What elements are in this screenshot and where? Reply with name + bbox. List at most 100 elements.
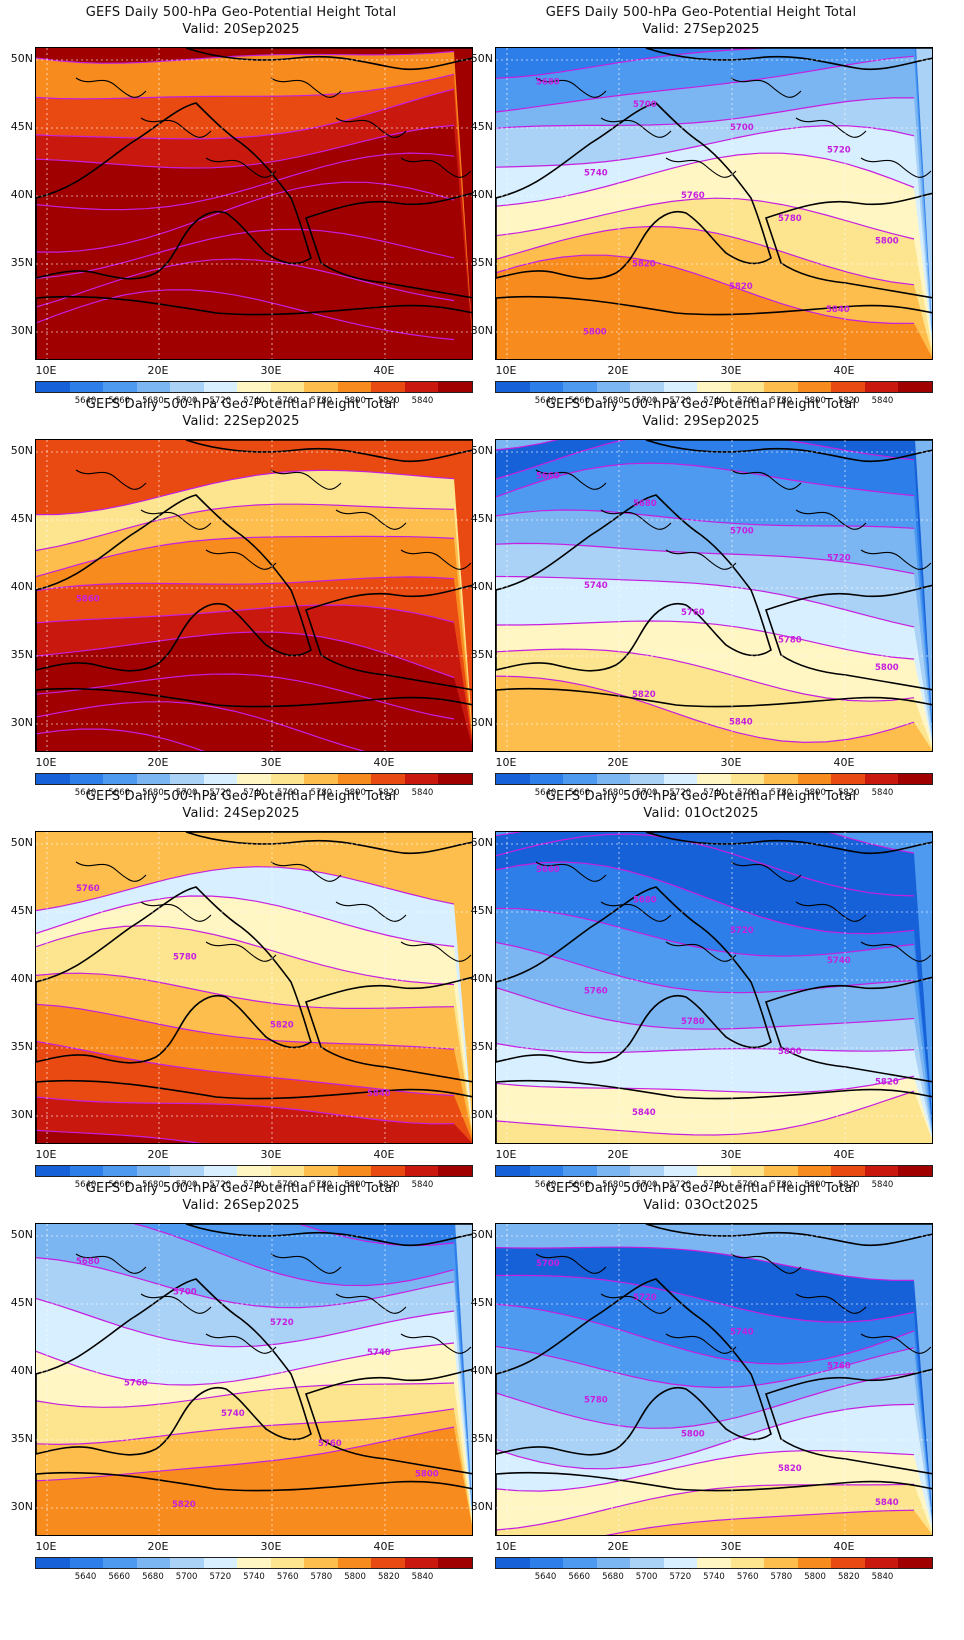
longitude-label: 40E [373,1148,395,1161]
colorbar-swatch [663,774,698,784]
colorbar-label: 5640 [74,1180,97,1190]
panel-title: GEFS Daily 500-hPa Geo-Potential Height … [545,5,857,20]
contour-label: 5840 [875,1498,899,1508]
panel-valid-date: Valid: 26Sep2025 [182,1198,300,1213]
colorbar-swatch [203,774,238,784]
colorbar-label: 5800 [804,1180,826,1190]
colorbar-label: 5760 [276,1180,299,1190]
latitude-label: 40N [470,580,493,593]
colorbar-swatch [663,1558,698,1568]
colorbar-swatch [270,774,305,784]
contour-label: 5740 [730,1327,754,1337]
contour-label: 5840 [367,1089,391,1099]
longitude-label: 40E [833,364,855,377]
colorbar-swatch [237,382,271,392]
colorbar-label: 5760 [736,396,759,406]
contour-label: 5840 [826,305,850,315]
latitude-label: 45N [470,512,493,525]
colorbar-swatch [337,382,372,392]
country-border [205,157,277,178]
colorbar-swatch [630,774,664,784]
contour-label: 5740 [584,581,608,591]
colorbar-label: 5720 [209,1572,232,1582]
colorbar-label: 5840 [871,788,894,798]
contour-line [496,1372,915,1429]
contour-line [496,1403,915,1470]
colorbar-swatch [630,1166,664,1176]
contour-line [496,152,915,207]
coastline [645,832,932,855]
colorbar-swatch [563,774,597,784]
colorbar-label: 5780 [770,1572,793,1582]
colorbar-swatch [371,1166,405,1176]
country-border [400,549,472,570]
contour-line [496,440,915,480]
country-border [335,117,407,138]
contour-line [36,866,455,912]
colorbar-label: 5660 [568,788,591,798]
country-border [860,549,932,570]
longitude-label: 40E [373,756,395,769]
contour-line [496,620,915,660]
contour-label: 5840 [729,717,753,727]
colorbar-swatch [730,774,765,784]
longitude-label: 30E [260,1540,282,1553]
map-plot: 5680 5700 5720 5740 5760 5740 5760 5800 5820 [35,1223,473,1536]
contour-label: 5780 [584,1396,608,1406]
colorbar [35,773,473,785]
colorbar-swatch [69,1166,104,1176]
coastline [645,440,932,463]
colorbar-label: 5700 [635,1180,658,1190]
colorbar-swatch [337,1558,372,1568]
colorbar-swatch [304,774,338,784]
colorbar-label: 5820 [837,1572,860,1582]
contour-line [36,228,455,279]
country-border [600,1293,672,1314]
contour-line [496,542,915,575]
colorbar-swatch [596,1558,631,1568]
colorbar-label: 5800 [804,396,826,406]
colorbar-swatch [797,774,832,784]
colorbar-label: 5760 [276,1572,299,1582]
colorbar-label: 5700 [635,788,658,798]
contour-line [36,972,455,1009]
latitude-label: 40N [10,972,33,985]
colorbar-swatch [596,774,631,784]
coastline [185,48,472,71]
latitude-label: 40N [10,1364,33,1377]
contour-label: 5780 [681,1017,705,1027]
latitude-label: 45N [10,512,33,525]
colorbar-swatch [898,1166,932,1176]
colorbar-swatch [730,1166,765,1176]
contour-line [496,97,914,129]
map-plot: 5660 5680 5720 5740 5760 5780 5800 5820 5840 [495,831,933,1144]
latitude-label: 50N [470,444,493,457]
contour-label: 5680 [76,1257,100,1267]
contour-line [36,701,366,751]
colorbar-swatch [630,382,664,392]
panel-title: GEFS Daily 500-hPa Geo-Potential Height … [85,5,397,20]
colorbar-swatch [697,1558,731,1568]
latitude-label: 35N [10,648,33,661]
latitude-label: 40N [470,188,493,201]
height-field-svg: 5680 5700 5700 5720 5740 5760 5780 5800 5820 5820… [496,48,932,359]
latitude-label: 40N [10,188,33,201]
colorbar-label: 5740 [243,1572,265,1582]
colorbar-label: 5740 [703,396,725,406]
colorbar-swatch [898,1558,932,1568]
colorbar-label: 5780 [770,396,793,406]
contour-label: 5760 [124,1379,148,1389]
colorbar-swatch [270,382,305,392]
latitude-label: 30N [10,324,33,337]
panel-title: GEFS Daily 500-hPa Geo-Potential Height … [545,789,857,804]
coastline [185,1224,472,1247]
colorbar-swatch [136,382,171,392]
longitude-label: 40E [833,756,855,769]
height-field-svg: 5860 [36,440,472,751]
country-border [140,117,212,138]
contour-line [36,1342,455,1386]
country-border [270,1253,342,1274]
colorbar-swatch [69,1558,104,1568]
colorbar-swatch [237,1558,271,1568]
colorbar-label: 5840 [411,1180,434,1190]
